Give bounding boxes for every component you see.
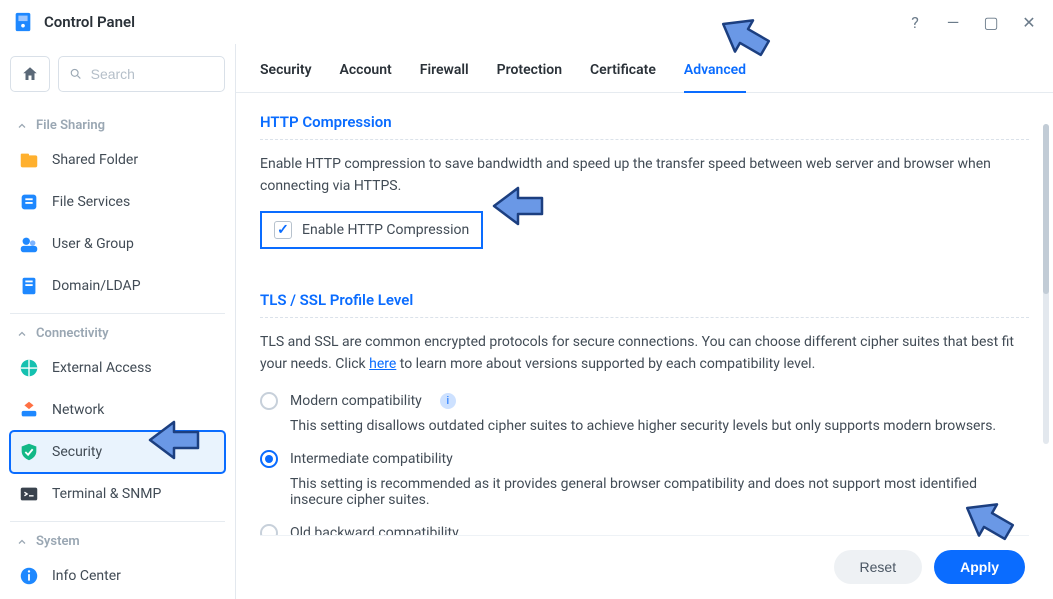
sidebar-item-terminal-snmp[interactable]: Terminal & SNMP: [10, 473, 225, 515]
terminal-icon: [18, 483, 40, 505]
sidebar-item-file-services[interactable]: File Services: [10, 181, 225, 223]
help-button[interactable]: ?: [903, 10, 927, 34]
app-icon: [12, 11, 34, 33]
section-title-http: HTTP Compression: [260, 93, 1029, 140]
apply-button[interactable]: Apply: [934, 550, 1025, 584]
sidebar-item-external-access[interactable]: External Access: [10, 347, 225, 389]
enable-http-compression-label: Enable HTTP Compression: [302, 222, 469, 238]
search-input[interactable]: [91, 66, 214, 82]
sidebar-item-label: External Access: [52, 360, 152, 376]
section-desc-http: Enable HTTP compression to save bandwidt…: [260, 154, 1029, 197]
sidebar: File Sharing Shared Folder File Services Us…: [0, 44, 236, 599]
sidebar-group-connectivity[interactable]: Connectivity: [10, 320, 225, 347]
users-icon: [18, 233, 40, 255]
info-icon[interactable]: i: [440, 393, 456, 409]
tabs: Security Account Firewall Protection Certifi…: [236, 44, 1053, 93]
sidebar-group-file-sharing[interactable]: File Sharing: [10, 112, 225, 139]
sidebar-item-label: User & Group: [52, 236, 134, 252]
folder-icon: [18, 149, 40, 171]
globe-icon: [18, 357, 40, 379]
sidebar-item-label: Network: [52, 402, 104, 418]
maximize-button[interactable]: ▢: [979, 10, 1003, 34]
sidebar-item-network[interactable]: Network: [10, 389, 225, 431]
info-icon: [18, 565, 40, 587]
enable-http-compression-row: ✓ Enable HTTP Compression: [260, 211, 483, 249]
sidebar-group-system[interactable]: System: [10, 528, 225, 555]
tab-protection[interactable]: Protection: [497, 62, 562, 92]
file-services-icon: [18, 191, 40, 213]
content-area: Security Account Firewall Protection Certifi…: [236, 44, 1053, 599]
home-button[interactable]: [10, 56, 50, 92]
tls-option-label: Modern compatibility: [290, 393, 422, 409]
tls-radio-1[interactable]: [260, 450, 278, 468]
minimize-button[interactable]: —: [941, 10, 965, 34]
close-button[interactable]: ✕: [1017, 10, 1041, 34]
tab-certificate[interactable]: Certificate: [590, 62, 656, 92]
sidebar-item-security[interactable]: Security: [10, 431, 225, 473]
tls-learn-more-link[interactable]: here: [369, 356, 396, 372]
sidebar-item-domain-ldap[interactable]: Domain/LDAP: [10, 265, 225, 307]
tls-option-label: Intermediate compatibility: [290, 451, 453, 467]
tls-option-desc: This setting disallows outdated cipher s…: [260, 410, 1029, 434]
sidebar-item-label: Security: [52, 444, 102, 460]
enable-http-compression-checkbox[interactable]: ✓: [274, 221, 292, 239]
section-desc-tls: TLS and SSL are common encrypted protoco…: [260, 332, 1029, 375]
network-icon: [18, 399, 40, 421]
section-title-tls: TLS / SSL Profile Level: [260, 271, 1029, 318]
home-icon: [21, 65, 39, 83]
tab-firewall[interactable]: Firewall: [420, 62, 469, 92]
search-icon: [69, 66, 83, 82]
chevron-up-icon: [16, 328, 28, 340]
tab-security[interactable]: Security: [260, 62, 312, 92]
reset-button[interactable]: Reset: [834, 550, 923, 584]
chevron-up-icon: [16, 536, 28, 548]
tls-option-desc: This setting is recommended as it provid…: [260, 468, 1029, 508]
scrollbar-thumb[interactable]: [1043, 124, 1049, 294]
window-title: Control Panel: [44, 13, 135, 31]
sidebar-item-label: Domain/LDAP: [52, 278, 141, 294]
tls-radio-0[interactable]: [260, 392, 278, 410]
sidebar-item-label: Terminal & SNMP: [52, 486, 161, 502]
sidebar-item-label: Info Center: [52, 568, 121, 584]
domain-icon: [18, 275, 40, 297]
tab-account[interactable]: Account: [340, 62, 392, 92]
sidebar-item-shared-folder[interactable]: Shared Folder: [10, 139, 225, 181]
shield-icon: [18, 441, 40, 463]
scrollbar[interactable]: [1043, 124, 1049, 444]
sidebar-item-user-group[interactable]: User & Group: [10, 223, 225, 265]
search-field[interactable]: [58, 56, 225, 92]
sidebar-item-label: Shared Folder: [52, 152, 138, 168]
chevron-up-icon: [16, 120, 28, 132]
tab-advanced[interactable]: Advanced: [684, 62, 746, 92]
footer: Reset Apply: [236, 535, 1053, 599]
sidebar-item-label: File Services: [52, 194, 130, 210]
sidebar-item-info-center[interactable]: Info Center: [10, 555, 225, 597]
